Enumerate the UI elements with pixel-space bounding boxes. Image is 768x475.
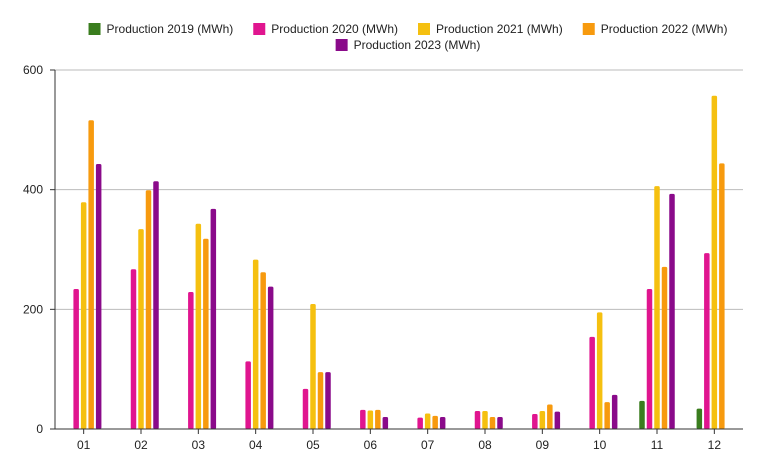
- bar-2022-09: [547, 404, 553, 429]
- legend-label: Production 2020 (MWh): [271, 22, 398, 36]
- bar-2023-06: [382, 417, 389, 429]
- bar-2020-11: [646, 288, 653, 429]
- bar-2023-09: [554, 411, 561, 429]
- bar-2021-06: [367, 410, 374, 429]
- x-tick-label: 12: [708, 438, 722, 452]
- bar-2022-04: [260, 272, 266, 429]
- bar-2021-12: [711, 95, 718, 429]
- bar-2020-12: [704, 253, 710, 429]
- x-tick-label: 03: [192, 438, 206, 452]
- axes: [54, 70, 743, 434]
- legend-swatch: [582, 23, 595, 35]
- bar-2022-03: [203, 238, 209, 429]
- x-tick-label: 05: [306, 438, 320, 452]
- gridlines: [50, 69, 743, 430]
- bar-2021-01: [80, 202, 87, 429]
- bar-2021-02: [138, 229, 144, 429]
- bar-2022-07: [432, 415, 438, 429]
- legend-label: Production 2022 (MWh): [601, 22, 728, 36]
- bar-2021-07: [424, 413, 431, 429]
- bar-2020-05: [302, 388, 309, 429]
- legend-swatch: [88, 23, 101, 35]
- bar-2023-03: [210, 208, 217, 429]
- bar-2022-10: [604, 402, 610, 429]
- legend-label: Production 2023 (MWh): [354, 38, 481, 52]
- y-tick-label: 200: [23, 302, 43, 316]
- bar-2023-08: [497, 417, 503, 429]
- bar-2023-04: [267, 286, 274, 429]
- x-tick-label: 11: [651, 438, 664, 452]
- bar-2021-11: [654, 186, 660, 429]
- legend-swatch: [253, 23, 266, 35]
- legend-label: Production 2021 (MWh): [436, 22, 563, 36]
- x-tick-label: 07: [421, 438, 435, 452]
- bar-2022-05: [317, 372, 324, 429]
- bar-2020-08: [474, 411, 481, 429]
- bar-2023-02: [153, 181, 159, 429]
- x-tick-label: 02: [134, 438, 148, 452]
- x-tick-label: 01: [77, 438, 91, 452]
- bar-2022-01: [88, 120, 94, 429]
- bar-2022-06: [375, 409, 381, 429]
- x-tick-label: 08: [478, 438, 492, 452]
- bar-2020-04: [245, 361, 251, 429]
- x-tick-label: 04: [249, 438, 263, 452]
- bar-2022-12: [719, 163, 725, 429]
- legend-swatch: [335, 39, 348, 51]
- bar-2023-10: [611, 394, 618, 429]
- bar-2022-08: [489, 417, 496, 429]
- bar-2021-05: [310, 303, 316, 429]
- bar-2021-08: [482, 411, 488, 429]
- x-tick-label: 10: [593, 438, 607, 452]
- legend: Production 2019 (MWh) Production 2020 (MW…: [88, 22, 728, 52]
- bars: [73, 95, 725, 429]
- bar-2022-02: [145, 190, 152, 429]
- bar-2020-01: [73, 288, 79, 429]
- bar-2023-07: [439, 417, 446, 429]
- bar-2023-11: [669, 193, 675, 429]
- x-tick-label: 09: [536, 438, 550, 452]
- bar-2021-09: [539, 411, 546, 429]
- y-tick-label: 0: [36, 422, 43, 436]
- bar-2020-02: [130, 269, 137, 429]
- bar-2019-12: [696, 408, 703, 429]
- bar-2020-10: [589, 336, 595, 429]
- bar-2019-11: [639, 400, 645, 429]
- legend-swatch: [418, 23, 430, 35]
- bar-2020-07: [417, 417, 423, 429]
- bar-2023-01: [95, 163, 102, 429]
- bar-2020-06: [360, 409, 366, 429]
- legend-label: Production 2019 (MWh): [107, 22, 234, 36]
- bar-2021-04: [252, 259, 259, 429]
- x-tick-label: 06: [364, 438, 378, 452]
- bar-2020-03: [188, 291, 194, 429]
- y-tick-label: 600: [23, 63, 43, 77]
- bar-2023-05: [325, 372, 331, 429]
- bar-2020-09: [532, 414, 538, 429]
- y-tick-labels: 0 200 400 600: [23, 63, 43, 436]
- y-tick-label: 400: [23, 183, 43, 197]
- bar-2021-03: [195, 223, 202, 429]
- bar-2021-10: [596, 312, 603, 429]
- bar-2022-11: [661, 266, 668, 429]
- x-tick-labels: 01 02 03 04 05 06 07 08 09 10 11 12: [77, 438, 721, 452]
